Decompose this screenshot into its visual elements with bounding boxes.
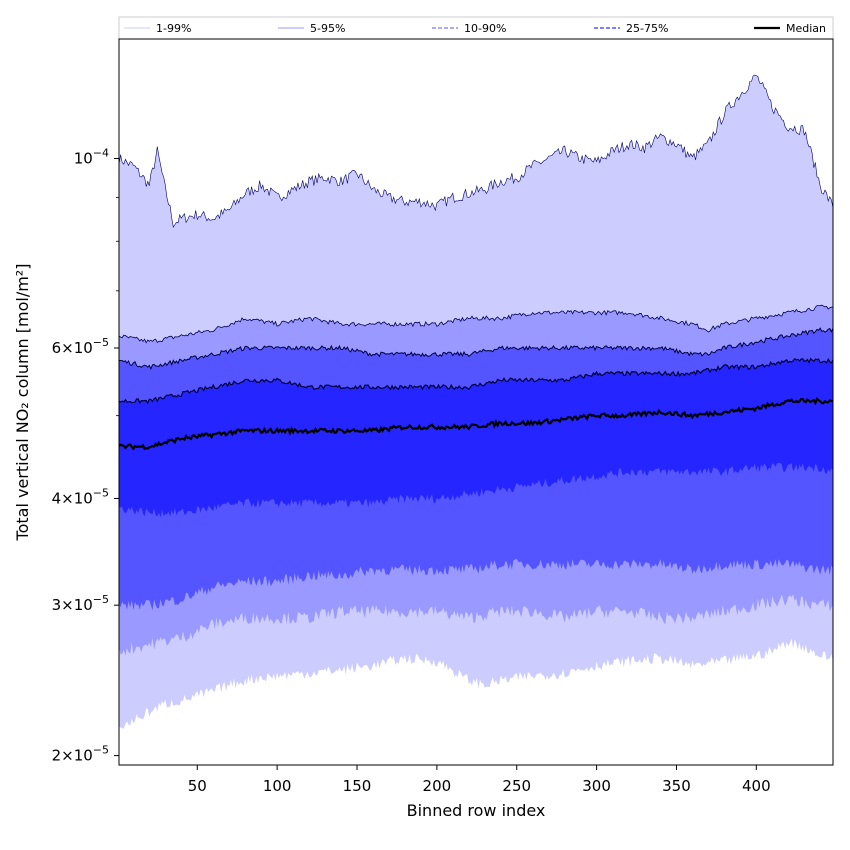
x-tick-label-150: 150	[343, 777, 372, 795]
x-tick-label-350: 350	[662, 777, 691, 795]
x-tick-label-300: 300	[582, 777, 611, 795]
p90-line	[119, 327, 833, 371]
legend-label-10-90%: 10-90%	[464, 22, 506, 35]
x-tick-label-200: 200	[423, 777, 452, 795]
axes-frame	[118, 38, 834, 766]
legend-label-1-99%: 1-99%	[156, 22, 191, 35]
x-tick-label-50: 50	[188, 777, 207, 795]
y-axis: 2×10−5 3×10−5 4×10−5 6×10−5 10−4	[52, 146, 119, 765]
legend-label-5-95%: 5-95%	[310, 22, 345, 35]
p99-line	[119, 74, 833, 228]
x-tick-label-100: 100	[263, 777, 292, 795]
y-tick-label: 10−4	[74, 146, 109, 167]
legend-label-Median: Median	[786, 22, 826, 35]
legend-label-25-75%: 25-75%	[626, 22, 668, 35]
median-line	[119, 397, 833, 451]
x-tick-label-400: 400	[742, 777, 771, 795]
y-axis-title: Total vertical NO₂ column [mol/m²]	[13, 264, 32, 542]
y-tick-label: 4×10−5	[52, 486, 109, 507]
y-tick-label: 2×10−5	[52, 744, 109, 765]
x-tick-label-250: 250	[502, 777, 531, 795]
p75-line	[119, 357, 833, 405]
p95-line	[119, 304, 833, 344]
legend: 1-99% 5-95% 10-90% 25-75% Median	[118, 16, 834, 40]
y-tick-label: 6×10−5	[52, 336, 109, 357]
x-axis: 50 100 150 200 250 300 350 400	[188, 765, 771, 795]
plot-area	[119, 74, 833, 729]
band-25-75	[119, 358, 833, 518]
y-tick-label: 3×10−5	[52, 593, 109, 614]
x-axis-title: Binned row index	[407, 801, 546, 820]
